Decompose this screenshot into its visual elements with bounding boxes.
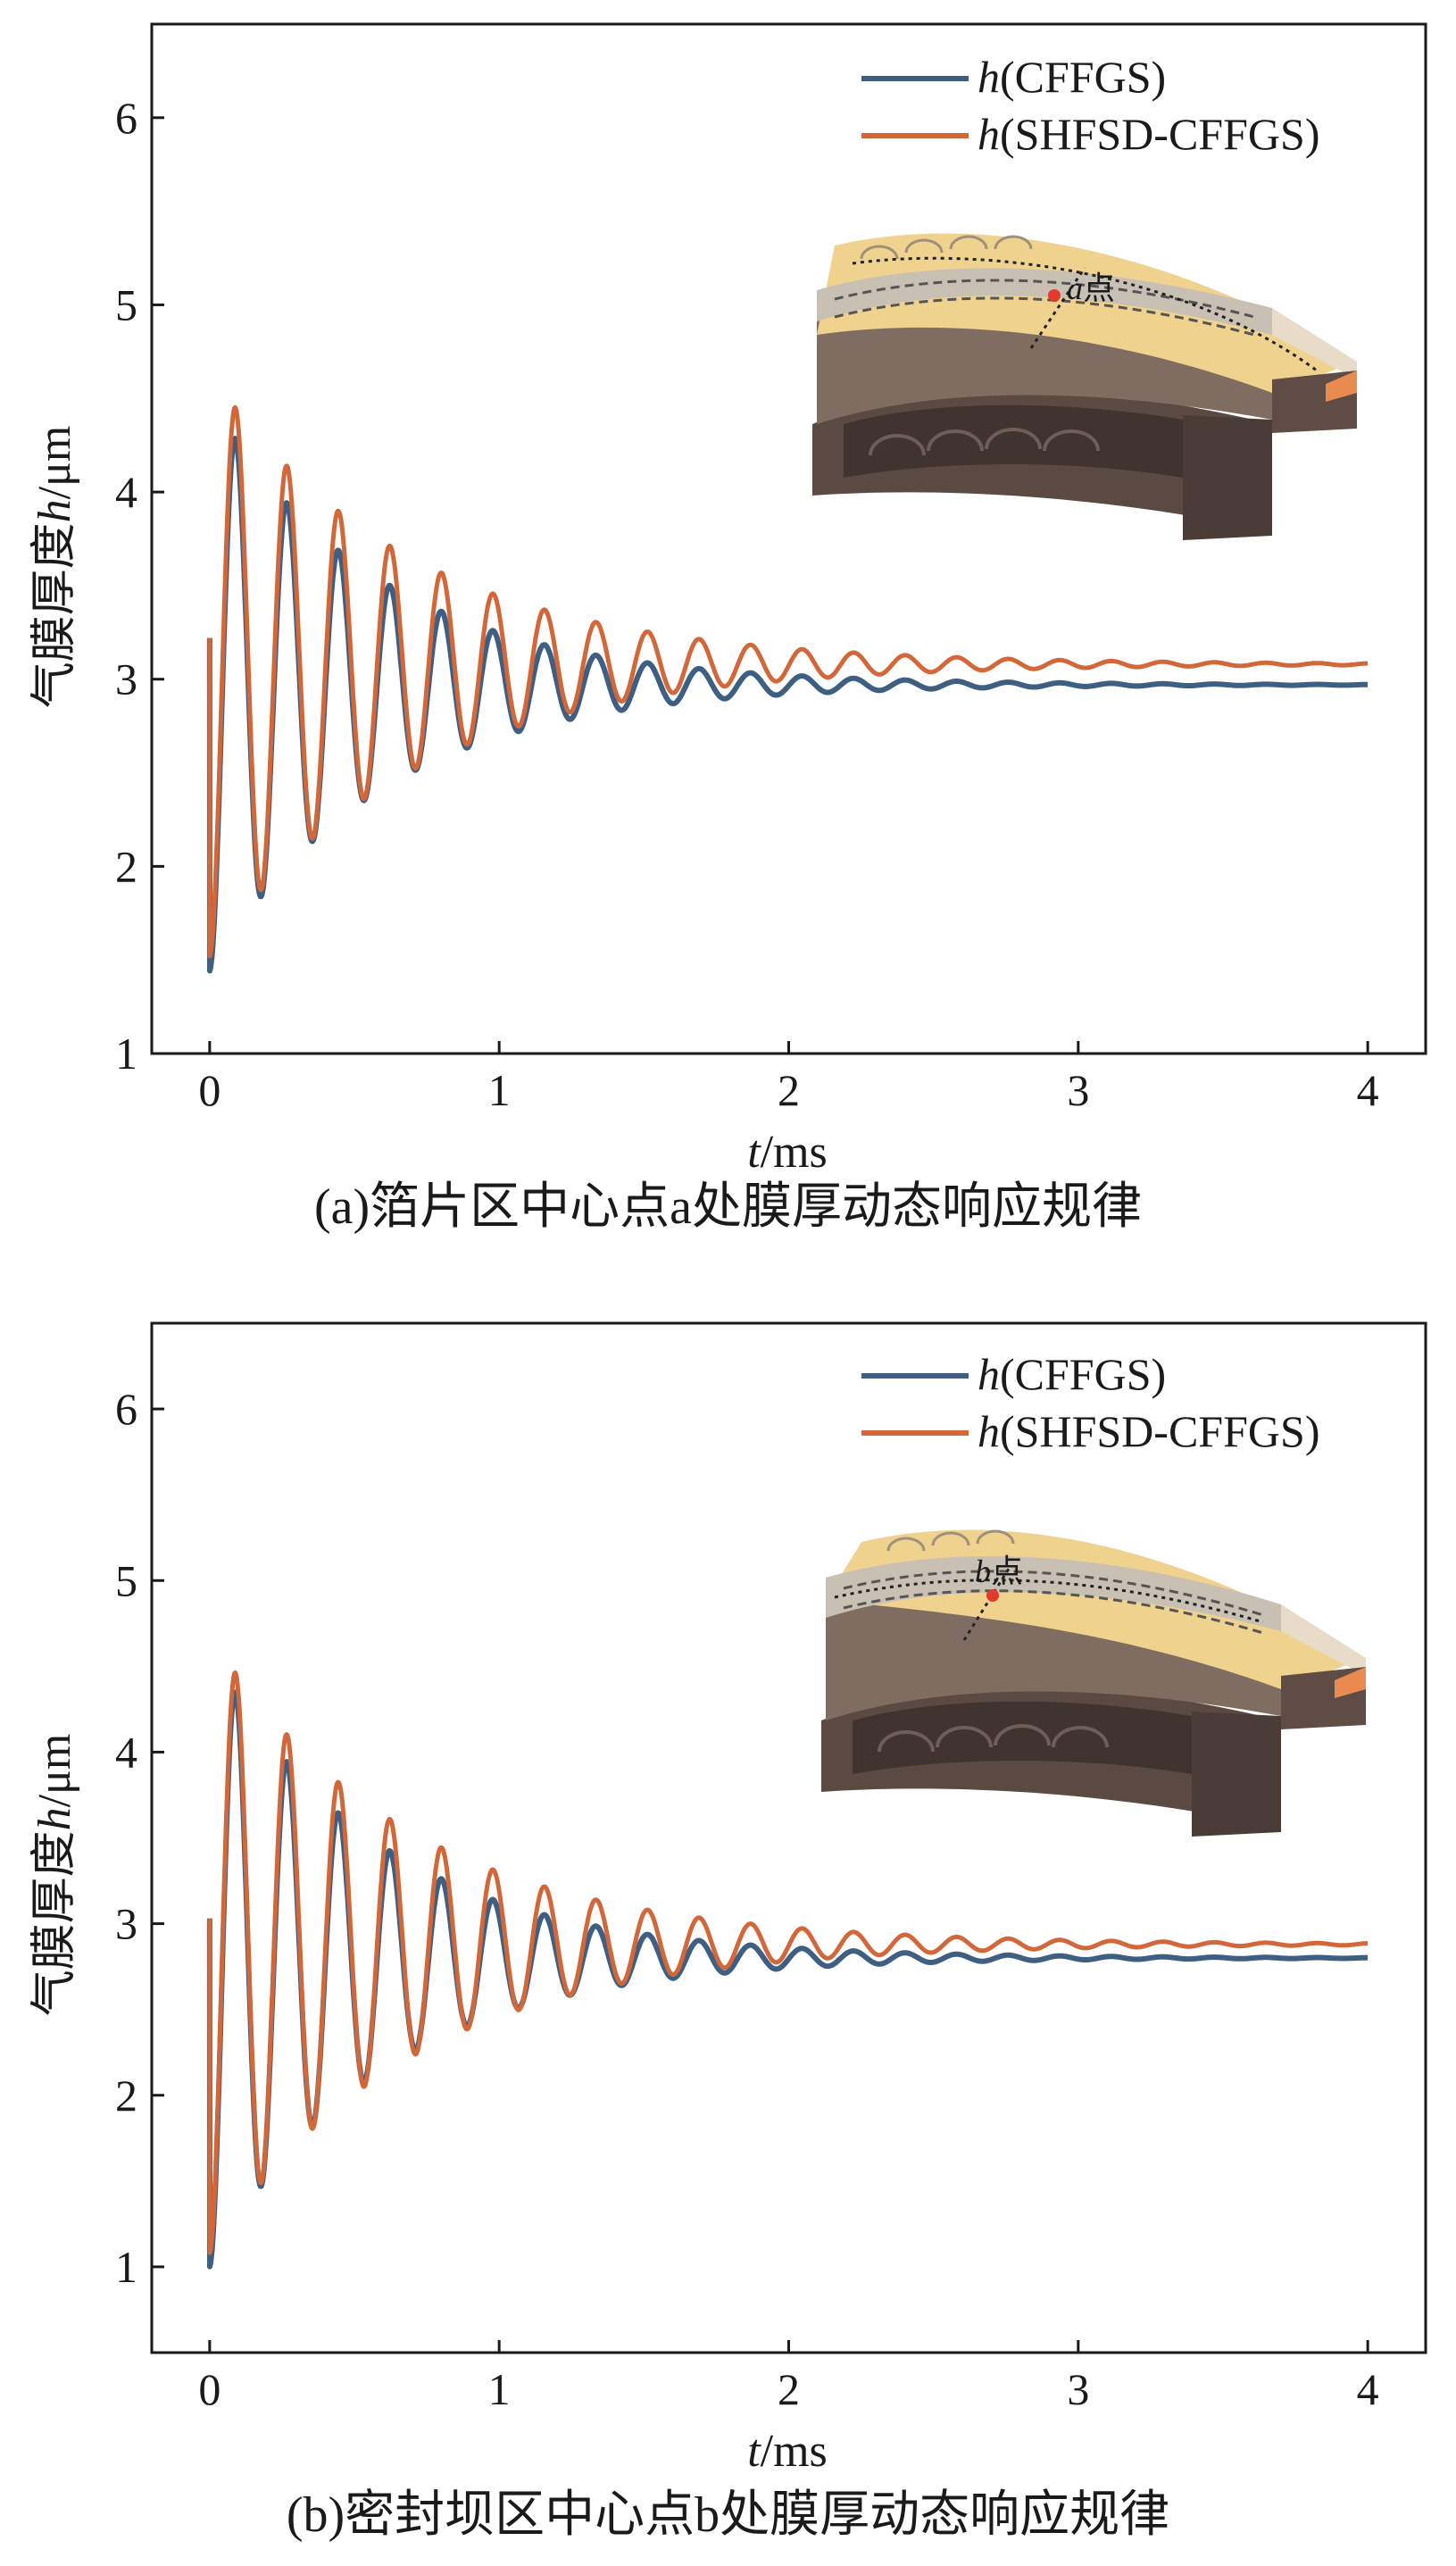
chart-a-y-tick-label: 2 — [115, 841, 137, 891]
chart-a-y-tick-label: 3 — [115, 654, 137, 704]
inset-label-a: a点 — [1067, 271, 1115, 306]
legend-label-shfsd-a: h(SHFSD-CFFGS) — [978, 109, 1319, 159]
chart-b-x-tick-label: 4 — [1357, 2364, 1379, 2414]
caption-a: (a)箔片区中心点a处膜厚动态响应规律 — [313, 1179, 1142, 1235]
chart-a: 0 1 2 3 4 1 2 3 4 5 6 a点 h(CFFGS) h(SHFSD-CFFGS) 气… — [29, 22, 1427, 1170]
legend-label-cffgs-a: h(CFFGS) — [978, 52, 1166, 102]
chart-b-y-tick-label: 3 — [115, 1899, 137, 1949]
chart-b-y-tick-label: 5 — [115, 1555, 137, 1605]
chart-b-y-tick-label: 1 — [115, 2242, 137, 2292]
chart-a-series-shfsd-line — [207, 404, 1369, 959]
point-a-marker — [1048, 289, 1061, 302]
chart-a-x-tick-label: 3 — [1067, 1065, 1089, 1115]
chart-b-y-tick-label: 2 — [115, 2070, 137, 2120]
chart-a-x-tick-label: 4 — [1357, 1065, 1379, 1115]
chart-b-series-shfsd-line — [207, 1670, 1369, 2255]
caption-b: (b)密封坝区中心点b处膜厚动态响应规律 — [286, 2487, 1170, 2543]
seal-model-illustration-a — [812, 233, 1357, 540]
chart-b-plot-area: 0 1 2 3 4 1 2 3 4 5 6 — [115, 1321, 1427, 2414]
chart-a-y-tick-label: 1 — [115, 1029, 137, 1079]
chart-a-y-tick-label: 5 — [115, 279, 137, 329]
chart-a-x-tick-label: 2 — [778, 1065, 800, 1115]
chart-b-y-tick-label: 6 — [115, 1384, 137, 1434]
y-axis-label-b: 气膜厚度h/μm — [29, 1734, 80, 2017]
chart-a-x-tick-label: 0 — [198, 1065, 220, 1115]
chart-a-x-tick-label: 1 — [488, 1065, 511, 1115]
chart-b-x-tick-label: 3 — [1067, 2364, 1089, 2414]
chart-a-y-tick-label: 4 — [115, 467, 137, 517]
seal-model-illustration-b — [821, 1529, 1366, 1837]
x-axis-label-a: t/ms — [747, 1127, 828, 1170]
chart-b-x-tick-label: 1 — [488, 2364, 511, 2414]
chart-b: 0 1 2 3 4 1 2 3 4 5 6 b点 h(CFFGS) h(SHFSD-CFFGS) 气… — [29, 1321, 1427, 2469]
x-axis-label-b: t/ms — [747, 2426, 828, 2469]
inset-label-b: b点 — [975, 1554, 1023, 1589]
legend-label-shfsd-b: h(SHFSD-CFFGS) — [978, 1406, 1319, 1456]
chart-b-x-tick-label: 0 — [198, 2364, 220, 2414]
chart-a-plot-area: 0 1 2 3 4 1 2 3 4 5 6 — [115, 22, 1427, 1115]
legend-label-cffgs-b: h(CFFGS) — [978, 1349, 1166, 1399]
chart-a-y-tick-label: 6 — [115, 93, 137, 143]
chart-b-y-tick-label: 4 — [115, 1727, 137, 1777]
chart-b-x-tick-label: 2 — [778, 2364, 800, 2414]
y-axis-label-a: 气膜厚度h/μm — [29, 426, 80, 709]
point-b-marker — [986, 1589, 999, 1602]
